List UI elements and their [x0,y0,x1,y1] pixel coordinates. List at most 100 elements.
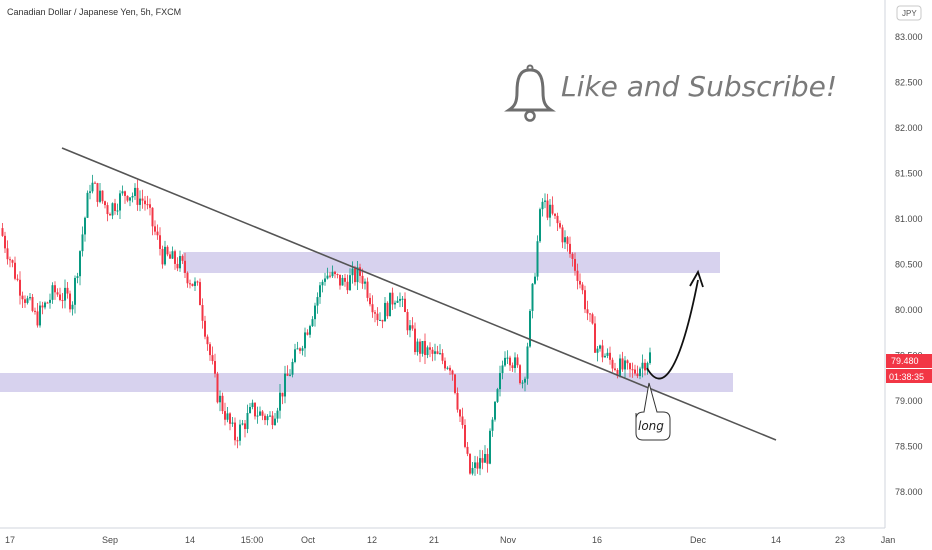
candle-body [354,268,356,283]
trend-line[interactable] [61,147,777,441]
candle-body [461,416,464,425]
candle-body [414,328,416,353]
candle-body [591,314,594,324]
candle-body [464,424,466,447]
resistance-zone[interactable] [183,252,720,273]
candle-body [444,360,446,369]
long-note: long [638,419,664,433]
candle-body [296,348,299,350]
candle-body [574,258,576,271]
candle-body [489,430,491,464]
candle-body [201,305,204,321]
candle-body [241,423,244,425]
candle-body [104,201,106,206]
time-axis-labels[interactable]: 17 Sep 14 15:00 Oct 12 21 Nov 16 Dec 14 23 Jan [5,535,895,545]
candle-body [74,277,76,305]
candle-body [19,279,21,296]
candle-body [344,277,346,282]
candle-body [601,345,604,358]
candle-body [569,243,571,254]
promo-text: Like and Subscribe! [561,70,837,103]
candle-body [516,357,519,366]
candle-body [269,415,271,417]
candle-body [106,205,109,215]
candle-body [419,341,421,354]
candle-body [454,374,456,393]
candle-body [69,293,71,310]
candle-body [276,410,279,419]
candle-body [484,454,486,463]
candle-body [499,373,501,390]
candle-body [301,348,304,351]
candle-body [541,201,544,210]
price-tick-label: 78.000 [895,487,923,497]
candle-body [136,187,139,205]
support-zone[interactable] [0,373,733,392]
candle-body [81,234,84,252]
candle-body [79,251,81,277]
candle-body [604,355,606,358]
price-axis-labels[interactable]: 83.000 82.500 82.000 81.500 81.000 80.500 80.0… [895,32,923,497]
candle-body [634,369,636,374]
candle-body [6,248,9,260]
last-price-tag: 79.480 [886,354,932,368]
candle-body [214,361,216,374]
candle-body [306,332,309,335]
price-tick-label: 79.000 [895,396,923,406]
candle-body [441,353,444,361]
candle-body [266,416,269,421]
long-callout[interactable]: long [635,382,671,441]
candle-body [469,453,471,474]
candle-body [341,277,344,286]
candle-body [96,183,99,202]
candle-body [114,203,116,212]
candle-body [639,368,641,377]
candle-body [481,458,484,463]
candle-body [16,278,19,280]
candle-body [379,319,381,321]
last-price-value: 79.480 [891,356,919,366]
candle-body [649,352,651,364]
candle-body [451,370,454,375]
candle-body [479,458,481,469]
candle-body [39,305,41,326]
bell-icon [504,64,556,122]
candle-body [629,363,631,370]
candle-body [399,298,401,301]
projection-arrow[interactable] [646,279,699,380]
candle-body [361,275,364,284]
candle-body [381,319,384,322]
currency-badge[interactable]: JPY [896,5,922,21]
time-tick-label: 21 [429,535,439,545]
candle-body [91,182,94,192]
price-tick-label: 82.500 [895,78,923,88]
countdown-value: 01:38:35 [889,372,924,382]
candle-body [211,355,214,362]
candle-body [476,462,479,469]
candle-body [594,323,596,353]
candle-body [261,411,264,416]
candle-body [496,389,499,402]
candle-body [131,195,134,198]
candle-body [401,298,404,300]
candle-body [274,418,276,426]
candle-body [631,369,634,371]
candle-body [329,275,331,277]
candle-body [169,254,171,259]
candle-body [206,336,209,345]
candle-body [506,357,509,359]
candle-body [326,275,329,279]
candle-body [421,341,424,354]
candle-body [579,280,581,285]
candle-body [86,192,89,218]
candle-body [324,278,326,282]
candle-body [584,290,586,310]
candle-body [94,182,96,184]
candle-body [429,347,431,350]
candle-body [66,287,69,294]
candle-body [596,348,599,353]
candle-body [524,378,526,383]
candle-body [466,446,469,454]
candle-body [141,198,144,201]
